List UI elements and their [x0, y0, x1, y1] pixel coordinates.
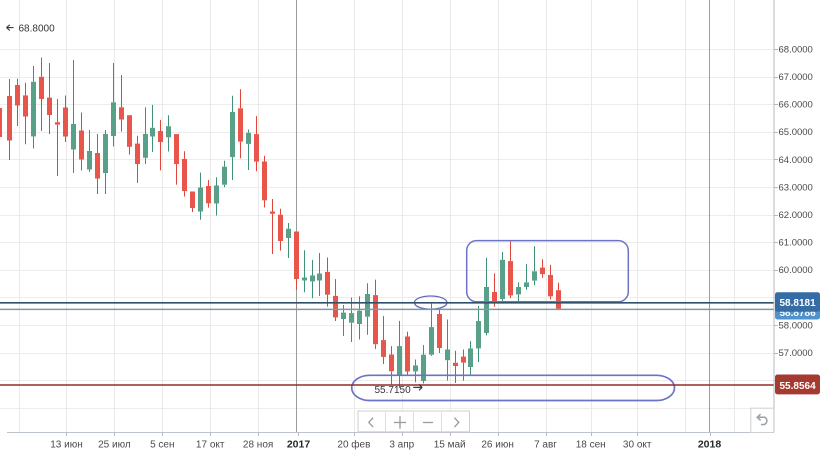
svg-text:17 окт: 17 окт — [196, 440, 225, 451]
svg-text:66.0000: 66.0000 — [779, 100, 813, 111]
svg-text:3 апр: 3 апр — [389, 440, 414, 451]
svg-text:58.0000: 58.0000 — [779, 320, 813, 331]
svg-text:58.8786: 58.8786 — [780, 308, 817, 319]
svg-text:18 сен: 18 сен — [576, 440, 606, 451]
svg-text:15 май: 15 май — [434, 440, 466, 451]
svg-text:26 июн: 26 июн — [481, 440, 514, 451]
svg-text:2017: 2017 — [287, 439, 311, 451]
svg-text:25 июл: 25 июл — [98, 440, 131, 451]
svg-text:30 окт: 30 окт — [623, 440, 652, 451]
svg-text:55.7150: 55.7150 — [375, 385, 412, 396]
svg-text:58.8181: 58.8181 — [780, 298, 817, 309]
svg-text:68.8000: 68.8000 — [19, 24, 56, 35]
svg-text:65.0000: 65.0000 — [779, 127, 813, 138]
svg-text:55.8564: 55.8564 — [780, 381, 817, 392]
svg-text:60.0000: 60.0000 — [779, 265, 813, 276]
svg-text:62.0000: 62.0000 — [779, 210, 813, 221]
svg-text:20 фев: 20 фев — [337, 439, 370, 451]
svg-text:13 июн: 13 июн — [50, 440, 83, 451]
svg-text:57.0000: 57.0000 — [779, 348, 813, 359]
svg-text:64.0000: 64.0000 — [779, 155, 813, 166]
svg-text:7 авг: 7 авг — [534, 440, 557, 451]
svg-text:2018: 2018 — [698, 439, 722, 451]
svg-text:28 ноя: 28 ноя — [243, 440, 273, 451]
svg-text:68.0000: 68.0000 — [779, 44, 813, 55]
svg-text:5 сен: 5 сен — [150, 440, 174, 451]
svg-text:61.0000: 61.0000 — [779, 238, 813, 249]
svg-text:67.0000: 67.0000 — [779, 72, 813, 83]
svg-text:63.0000: 63.0000 — [779, 182, 813, 193]
